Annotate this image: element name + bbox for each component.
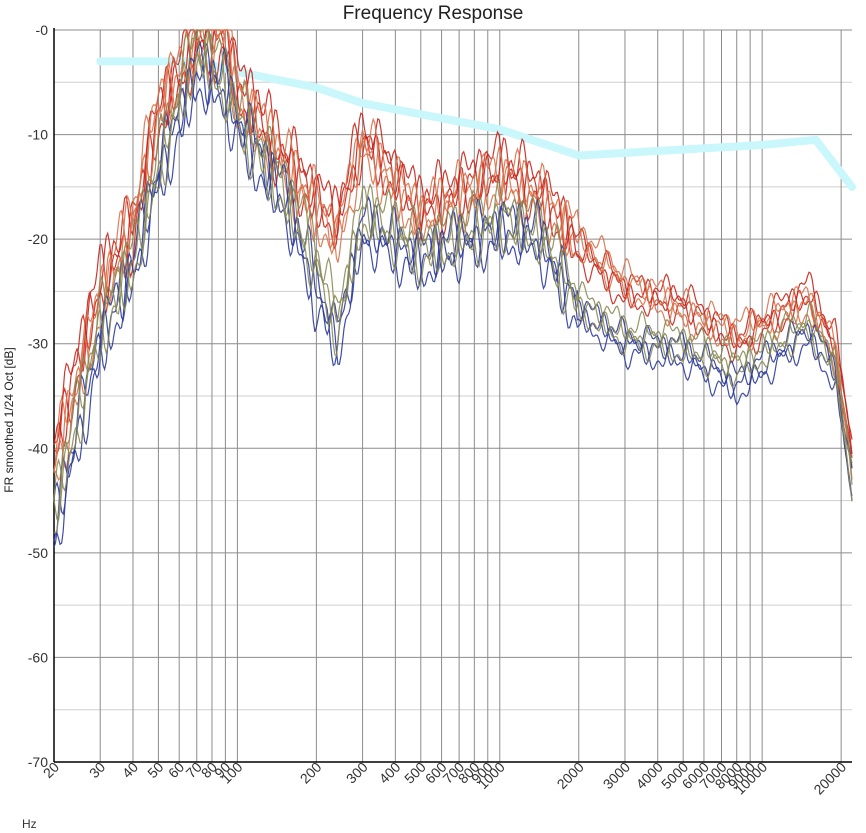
x-tick-label: 4000: [633, 759, 666, 792]
x-axis-label: Hz: [22, 817, 37, 831]
plot-frame: [53, 28, 852, 763]
y-axis-label: FR smoothed 1/24 Oct [dB]: [2, 347, 16, 492]
y-tick-label: -40: [28, 440, 48, 456]
series-line: [53, 29, 853, 482]
x-tick-label: 300: [343, 759, 371, 787]
chart-title: Frequency Response: [343, 3, 524, 24]
series-line: [53, 59, 853, 546]
y-tick-label: -50: [28, 545, 48, 561]
series-line: [53, 28, 853, 535]
x-tick-label: 20000: [810, 759, 849, 798]
target-curve: [96, 57, 856, 191]
series-line: [53, 29, 853, 473]
x-tick-label: 200: [297, 759, 325, 787]
series-group: [53, 27, 853, 548]
series-line: [53, 29, 853, 447]
y-tick-label: -30: [28, 336, 48, 352]
y-tick-label: -0: [36, 22, 49, 38]
x-tick-label: 3000: [600, 759, 633, 792]
y-tick-label: -70: [28, 754, 48, 770]
y-tick-labels: -70 -60 -50 -40 -30 -20 -10 -0: [28, 22, 48, 770]
series-line: [53, 27, 853, 471]
target-curve-line: [96, 57, 856, 191]
y-tick-label: -10: [28, 127, 48, 143]
series-line: [53, 29, 853, 521]
y-tick-label: -60: [28, 649, 48, 665]
y-tick-label: -20: [28, 231, 48, 247]
x-tick-label: 400: [376, 759, 404, 787]
x-tick-label: 2000: [554, 759, 587, 792]
